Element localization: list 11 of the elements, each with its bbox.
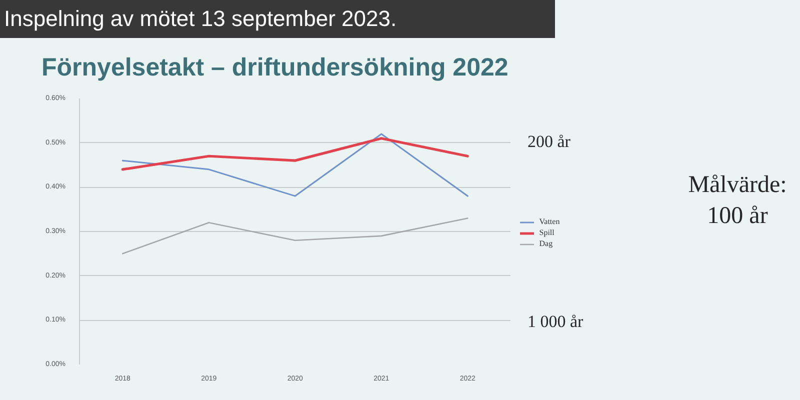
text: 1 000 år [528, 312, 584, 331]
text: Målvärde: 100 år [688, 172, 787, 230]
legend-label: Spill [539, 228, 556, 237]
text: Inspelning av mötet 13 september 2023. [4, 5, 397, 33]
line-series [121, 137, 469, 171]
legend-label: Dag [539, 239, 554, 248]
line-series [122, 218, 468, 254]
legend-label: Vatten [539, 217, 560, 226]
line-series [122, 133, 468, 197]
chart-title: Förnyelsetakt – driftundersökning 2022 [42, 54, 508, 82]
text: 200 år [528, 132, 571, 151]
